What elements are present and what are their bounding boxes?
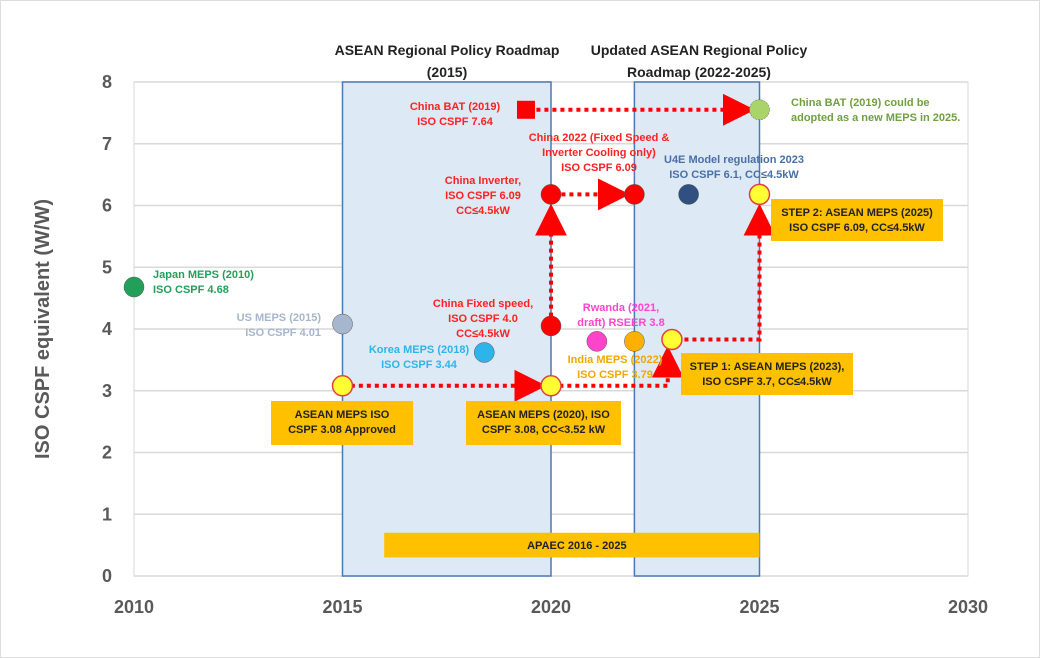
y-tick-label: 6 (102, 196, 112, 216)
x-tick-label: 2025 (739, 597, 779, 617)
point-bat2025 (749, 99, 770, 121)
region-title: (2015) (427, 64, 467, 80)
point-china_fixed (540, 315, 562, 337)
y-tick-label: 1 (102, 504, 112, 524)
point-label-china2022: China 2022 (Fixed Speed & (529, 132, 670, 144)
y-tick-label: 5 (102, 257, 112, 277)
x-tick-label: 2030 (948, 597, 988, 617)
point-step2 (748, 183, 771, 206)
point-label-rwanda: draft) RSEER 3.8 (577, 317, 664, 329)
point-asean2020 (540, 375, 562, 397)
x-tick-label: 2010 (114, 597, 154, 617)
y-tick-label: 4 (102, 319, 112, 339)
y-tick-label: 3 (102, 381, 112, 401)
point-japan (123, 276, 145, 298)
point-label-japan: ISO CSPF 4.68 (153, 284, 229, 296)
callout-text: CSPF 3.08, CC<3.52 kW (482, 424, 606, 436)
point-china_bat (516, 100, 535, 119)
callout-box-asean2020 (466, 401, 621, 445)
region-title: ASEAN Regional Policy Roadmap (335, 42, 560, 58)
point-label-u4e: ISO CSPF 6.1, CC≤4.5kW (669, 169, 799, 181)
callout-text: STEP 1: ASEAN MEPS (2023), (690, 361, 845, 373)
policy-region (633, 81, 761, 577)
point-us (332, 313, 353, 335)
y-tick-label: 0 (102, 566, 112, 586)
point-label-rwanda: Rwanda (2021, (583, 302, 659, 314)
callout-text: ASEAN MEPS (2020), ISO (477, 409, 610, 421)
point-label-china_bat: ISO CSPF 7.64 (417, 116, 494, 128)
point-label-u4e: U4E Model regulation 2023 (664, 154, 804, 166)
arrow-to-step2 (684, 203, 776, 342)
point-label-china_inverter: CC≤4.5kW (456, 205, 510, 217)
x-tick-label: 2020 (531, 597, 571, 617)
point-label-china2022: ISO CSPF 6.09 (561, 162, 637, 174)
point-label-bat2025: adopted as a new MEPS in 2025. (791, 112, 960, 124)
point-korea (474, 342, 495, 363)
arrow-to-step1 (559, 345, 684, 388)
y-axis-label: ISO CSPF equivalent (W/W) (32, 199, 54, 459)
point-step1 (661, 328, 683, 351)
point-u4e (678, 184, 699, 205)
point-rwanda (586, 331, 608, 352)
point-label-korea: ISO CSPF 3.44 (381, 359, 458, 371)
point-label-india: ISO CSPF 3.79 (577, 369, 653, 381)
point-label-china_fixed: CC≤4.5kW (456, 328, 510, 340)
point-label-us: US MEPS (2015) (237, 312, 322, 324)
point-label-india: India MEPS (2022) (568, 354, 663, 366)
apaec-label: APAEC 2016 - 2025 (527, 540, 626, 552)
callout-text: STEP 2: ASEAN MEPS (2025) (781, 207, 933, 219)
x-tick-label: 2015 (322, 597, 362, 617)
region-title: Updated ASEAN Regional Policy (591, 42, 808, 58)
point-label-bat2025: China BAT (2019) could be (791, 97, 930, 109)
point-label-japan: Japan MEPS (2010) (153, 269, 254, 281)
point-china2022 (624, 184, 645, 205)
point-label-china_bat: China BAT (2019) (410, 101, 501, 113)
point-label-china_fixed: ISO CSPF 4.0 (448, 313, 518, 325)
callout-text: ISO CSPF 6.09, CC≤4.5kW (789, 222, 925, 234)
point-label-us: ISO CSPF 4.01 (245, 327, 321, 339)
point-asean2015 (331, 375, 354, 397)
apaec-bar (384, 532, 760, 558)
callout-box-asean2015 (271, 401, 413, 445)
point-label-china2022: Inverter Cooling only) (542, 147, 656, 159)
point-india (624, 331, 645, 352)
y-tick-label: 8 (102, 72, 112, 92)
point-label-china_fixed: China Fixed speed, (433, 298, 533, 310)
point-label-china_inverter: ISO CSPF 6.09 (445, 190, 521, 202)
point-china_inverter (540, 184, 562, 205)
callout-box-step2 (771, 199, 943, 241)
callout-box-step1 (681, 353, 853, 395)
policy-region (341, 81, 552, 577)
point-label-korea: Korea MEPS (2018) (369, 344, 470, 356)
point-label-china_inverter: China Inverter, (445, 175, 521, 187)
callout-text: CSPF 3.08 Approved (288, 424, 396, 436)
callout-text: ASEAN MEPS ISO (295, 409, 390, 421)
callout-text: ISO CSPF 3.7, CC≤4.5kW (702, 376, 832, 388)
y-tick-label: 7 (102, 134, 112, 154)
region-title: Roadmap (2022-2025) (627, 64, 771, 80)
y-tick-label: 2 (102, 443, 112, 463)
